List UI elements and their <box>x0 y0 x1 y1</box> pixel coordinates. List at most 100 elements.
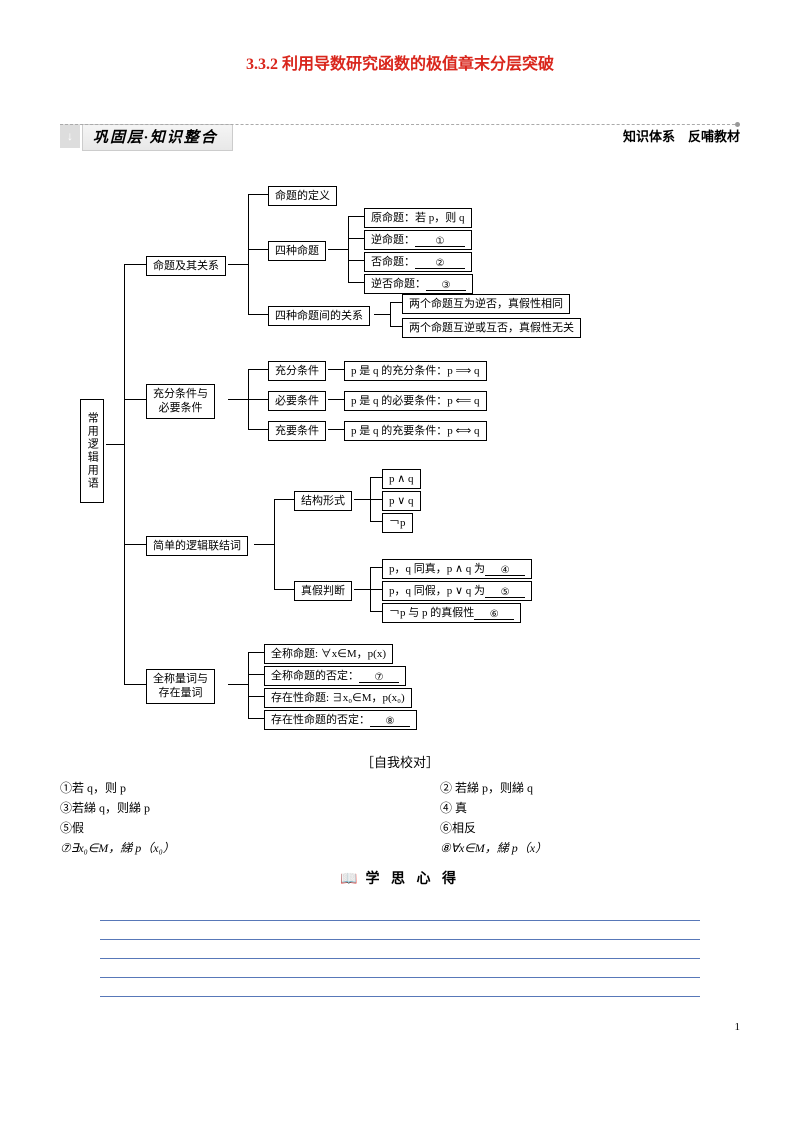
num: ⑦ <box>375 672 384 683</box>
answer-row: ⑤假 ⑥相反 <box>60 819 740 836</box>
node-four: 四种命题 <box>268 241 326 261</box>
answer-8: ⑧∀x∈M，綈 p（x） <box>400 839 780 856</box>
note-line <box>100 902 700 921</box>
line <box>248 399 268 400</box>
line <box>370 589 382 590</box>
line <box>106 444 124 445</box>
line <box>124 399 146 400</box>
node-b2: 充分条件与必要条件 <box>146 384 215 419</box>
leaf-q4: 存在性命题的否定：⑧ <box>264 710 417 730</box>
line <box>328 399 344 400</box>
line <box>390 302 391 326</box>
txt: p，q 同真，p ∧ q 为 <box>389 563 485 575</box>
answer-6: ⑥相反 <box>400 819 780 836</box>
answer-1: ①若 q，则 p <box>60 779 400 796</box>
txt: p，q 同假，p ∨ q 为 <box>389 585 485 597</box>
page-title: 3.3.2 利用导数研究函数的极值章末分层突破 <box>60 50 740 74</box>
line <box>354 589 370 590</box>
line <box>370 611 382 612</box>
concept-diagram: 常用逻辑用语 命题及其关系 命题的定义 四种命题 原命题：若 p，则 q 逆命题… <box>80 174 720 744</box>
node-suf: 充分条件 <box>268 361 326 381</box>
txt: ⑦∃x₀∈M，綈 p（x₀） <box>60 841 175 855</box>
line <box>248 249 268 250</box>
node-b1: 命题及其关系 <box>146 256 226 276</box>
note-line <box>100 940 700 959</box>
line <box>248 429 268 430</box>
line <box>370 499 382 500</box>
line <box>228 684 248 685</box>
leaf-s3: ￢p <box>382 513 413 533</box>
note-line <box>100 978 700 997</box>
line <box>248 314 268 315</box>
leaf-suf: p 是 q 的充分条件：p ⟹ q <box>344 361 487 381</box>
answer-row: ①若 q，则 p ② 若綈 p，则綈 q <box>60 779 740 796</box>
section-right: 知识体系 反哺教材 <box>623 126 740 145</box>
leaf-q2: 全称命题的否定： ⑦ <box>264 666 406 686</box>
leaf-negation: 否命题： ② <box>364 252 472 272</box>
line <box>374 314 390 315</box>
line <box>370 567 382 568</box>
txt: 存在性命题的否定： <box>271 714 370 726</box>
num: ⑥ <box>490 609 499 620</box>
line <box>354 499 370 500</box>
txt: 全称命题的否定： <box>271 670 359 682</box>
line <box>248 674 264 675</box>
node-sufnec: 充要条件 <box>268 421 326 441</box>
leaf-inv-neg: 逆否命题：③ <box>364 274 473 294</box>
line <box>248 369 268 370</box>
leaf-tf3: ￢p 与 p 的真假性⑥ <box>382 603 521 623</box>
note-line <box>100 921 700 940</box>
leaf-q1: 全称命题: ∀x∈M，p(x) <box>264 644 393 664</box>
leaf-s2: p ∨ q <box>382 491 421 511</box>
leaf-nec: p 是 q 的必要条件：p ⟸ q <box>344 391 487 411</box>
answer-row: ③若綈 q，则綈 p ④ 真 <box>60 799 740 816</box>
line <box>248 652 249 718</box>
line <box>228 264 248 265</box>
line <box>228 399 248 400</box>
note-lines <box>60 902 740 997</box>
leaf-original: 原命题：若 p，则 q <box>364 208 472 228</box>
num: ② <box>436 258 445 269</box>
line <box>328 429 344 430</box>
line <box>370 521 382 522</box>
answer-row: ⑦∃x₀∈M，綈 p（x₀） ⑧∀x∈M，綈 p（x） <box>60 839 740 856</box>
note-line <box>100 959 700 978</box>
num: ④ <box>501 565 510 576</box>
line <box>328 249 348 250</box>
page-number: 1 <box>60 1021 740 1033</box>
node-struct: 结构形式 <box>294 491 352 511</box>
line <box>124 544 146 545</box>
txt: 否命题： <box>371 256 415 268</box>
leaf-rel2: 两个命题互逆或互否，真假性无关 <box>402 318 581 338</box>
line <box>390 302 402 303</box>
txt: ⑧∀x∈M，綈 p（x） <box>440 841 547 855</box>
book-icon: 📖 <box>340 871 361 888</box>
txt: 学 思 心 得 <box>365 872 460 887</box>
leaf-sufnec: p 是 q 的充要条件：p ⟺ q <box>344 421 487 441</box>
line <box>348 282 364 283</box>
node-rel: 四种命题间的关系 <box>268 306 370 326</box>
node-tf: 真假判断 <box>294 581 352 601</box>
line <box>274 499 294 500</box>
line <box>370 477 382 478</box>
line <box>248 194 268 195</box>
line <box>124 264 146 265</box>
line <box>124 264 125 684</box>
node-root: 常用逻辑用语 <box>80 399 104 503</box>
line <box>274 589 294 590</box>
answer-7: ⑦∃x₀∈M，綈 p（x₀） <box>60 839 400 856</box>
leaf-s1: p ∧ q <box>382 469 421 489</box>
section-header: ↓ 巩固层·知识整合 知识体系 反哺教材 <box>60 124 740 154</box>
answers-section: ［自我校对］ ①若 q，则 p ② 若綈 p，则綈 q ③若綈 q，则綈 p ④… <box>60 752 740 856</box>
line <box>348 238 364 239</box>
node-def: 命题的定义 <box>268 186 337 206</box>
divider <box>60 124 740 125</box>
line <box>328 369 344 370</box>
arrow-down-icon: ↓ <box>60 124 80 148</box>
line <box>348 216 349 282</box>
section-label: 巩固层·知识整合 <box>82 124 233 151</box>
num: ③ <box>442 280 451 291</box>
line <box>274 499 275 589</box>
leaf-inverse: 逆命题：① <box>364 230 472 250</box>
leaf-rel1: 两个命题互为逆否，真假性相同 <box>402 294 570 314</box>
